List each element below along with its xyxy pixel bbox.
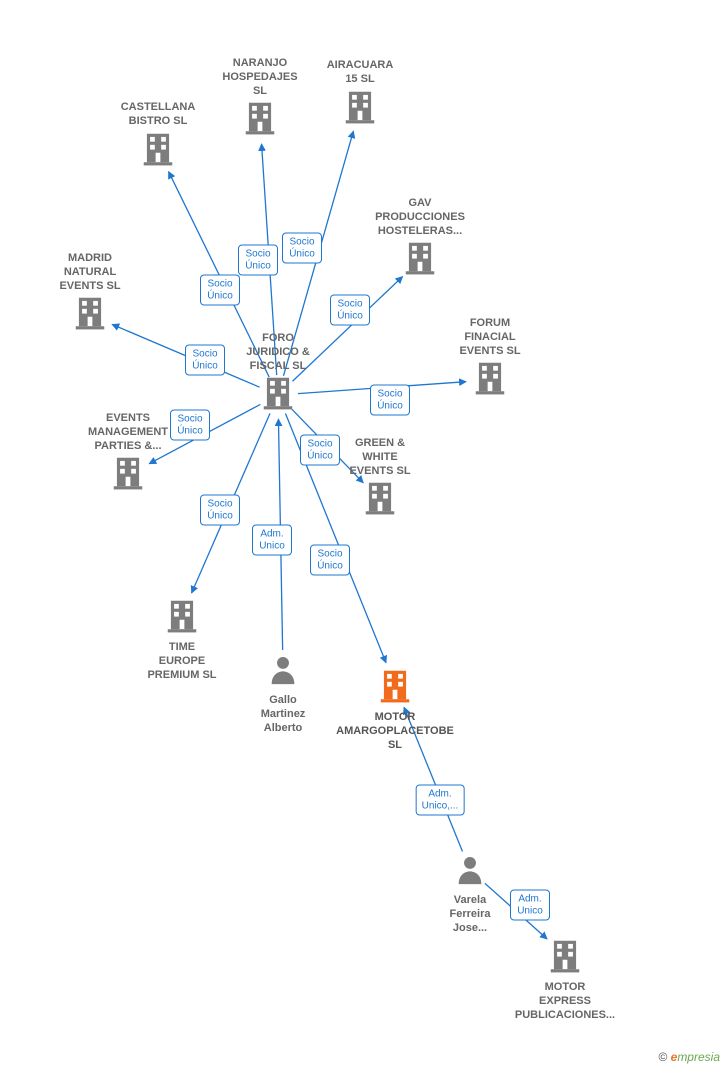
edge-label-center-naranjo: SocioÚnico (238, 245, 278, 276)
node-label: GAVPRODUCCIONESHOSTELERAS... (360, 197, 480, 238)
edge-label-center-motor: SocioÚnico (310, 545, 350, 576)
node-eventsmgmt[interactable]: EVENTSMANAGEMENTPARTIES &... (68, 410, 188, 496)
node-label: GREEN &WHITEEVENTS SL (320, 437, 440, 478)
node-greenwhite[interactable]: GREEN &WHITEEVENTS SL (320, 435, 440, 521)
node-motor[interactable]: MOTORAMARGOPLACETOBESL (335, 666, 455, 752)
person-icon (410, 853, 530, 892)
copyright-symbol: © (658, 1050, 667, 1064)
building-icon (320, 478, 440, 521)
edge-center-time (192, 413, 270, 593)
node-label: EVENTSMANAGEMENTPARTIES &... (68, 412, 188, 453)
node-center[interactable]: FOROJURIDICO &FISCAL SL (218, 330, 338, 416)
node-label: GalloMartinezAlberto (223, 694, 343, 735)
edge-label-varela-motor: Adm.Unico,... (416, 785, 465, 816)
edge-label-center-airacuara: SocioÚnico (282, 233, 322, 264)
node-label: MOTORAMARGOPLACETOBESL (335, 711, 455, 752)
node-label: FORUMFINACIALEVENTS SL (430, 317, 550, 358)
node-label: FOROJURIDICO &FISCAL SL (218, 332, 338, 373)
node-gallo[interactable]: GalloMartinezAlberto (223, 653, 343, 735)
building-icon (360, 238, 480, 281)
building-icon (505, 936, 625, 979)
edge-gallo-center (278, 419, 282, 650)
node-label: AIRACUARA15 SL (300, 59, 420, 87)
node-label: VarelaFerreiraJose... (410, 894, 530, 935)
node-gav[interactable]: GAVPRODUCCIONESHOSTELERAS... (360, 195, 480, 281)
brand-rest: mpresia (677, 1050, 720, 1064)
node-madrid[interactable]: MADRIDNATURALEVENTS SL (30, 250, 150, 336)
node-motorexpress[interactable]: MOTOREXPRESSPUBLICACIONES... (505, 936, 625, 1022)
edge-label-center-time: SocioÚnico (200, 495, 240, 526)
edge-label-gallo-center: Adm.Unico (252, 525, 292, 556)
edge-label-center-gav: SocioÚnico (330, 295, 370, 326)
building-icon (122, 596, 242, 639)
building-icon (335, 666, 455, 709)
building-icon (68, 453, 188, 496)
edge-label-center-castellana: SocioÚnico (200, 275, 240, 306)
node-airacuara[interactable]: AIRACUARA15 SL (300, 57, 420, 130)
footer-copyright: © empresia (658, 1050, 720, 1064)
person-icon (223, 653, 343, 692)
node-label: MOTOREXPRESSPUBLICACIONES... (505, 981, 625, 1022)
node-varela[interactable]: VarelaFerreiraJose... (410, 853, 530, 935)
building-icon (300, 87, 420, 130)
building-icon (430, 358, 550, 401)
node-label: MADRIDNATURALEVENTS SL (30, 252, 150, 293)
building-icon (218, 373, 338, 416)
edge-label-center-forum: SocioÚnico (370, 385, 410, 416)
building-icon (30, 293, 150, 336)
node-forum[interactable]: FORUMFINACIALEVENTS SL (430, 315, 550, 401)
